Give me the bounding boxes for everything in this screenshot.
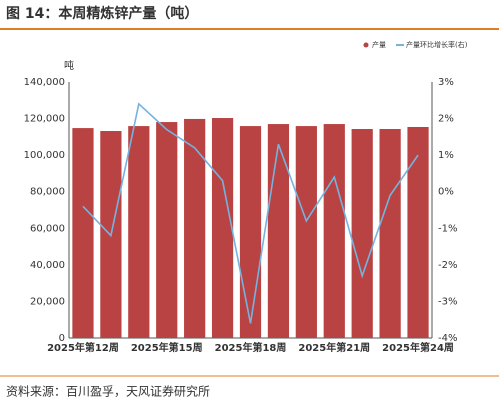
bar bbox=[379, 128, 401, 338]
line bbox=[82, 102, 419, 324]
y-tick-label: 20,000 bbox=[30, 296, 65, 307]
x-tick-label: 2025年第21周 bbox=[298, 341, 370, 354]
y2-tick-label: 2% bbox=[438, 114, 454, 125]
bar bbox=[267, 124, 290, 338]
x-tick-label: 2025年第18周 bbox=[215, 341, 287, 354]
bar bbox=[351, 128, 373, 338]
y-tick-label: 100,000 bbox=[24, 150, 65, 161]
bar bbox=[156, 122, 178, 338]
y-axis-label: 吨 bbox=[64, 59, 74, 72]
y-tick-label: 120,000 bbox=[24, 114, 65, 125]
y2-tick-label: 0% bbox=[438, 187, 454, 198]
y-tick-label: 60,000 bbox=[30, 223, 65, 234]
y2-tick-label: 1% bbox=[438, 150, 454, 161]
y-tick-label: 80,000 bbox=[30, 187, 65, 198]
bar bbox=[323, 124, 345, 338]
y2-tick-label: -2% bbox=[438, 260, 457, 271]
y2-tick-label: -4% bbox=[438, 333, 457, 344]
legend-label: 产量 bbox=[372, 40, 386, 49]
y-tick-label: 40,000 bbox=[30, 260, 65, 271]
y-tick-label: 140,000 bbox=[24, 77, 65, 88]
bar bbox=[128, 126, 150, 338]
bar bbox=[295, 126, 317, 338]
y-tick-label: 0 bbox=[59, 333, 65, 344]
chart-title: 图 14：本周精炼锌产量（吨） bbox=[6, 5, 198, 22]
legend-label: 产量环比增长率(右) bbox=[406, 40, 468, 49]
x-tick-label: 2025年第24周 bbox=[382, 341, 454, 354]
bar bbox=[184, 118, 206, 339]
bar bbox=[407, 126, 429, 339]
bar bbox=[239, 126, 262, 338]
x-tick-label: 2025年第12周 bbox=[47, 341, 119, 354]
x-tick-label: 2025年第15周 bbox=[131, 341, 203, 354]
source: 资料来源：百川盈孚，天风证券研究所 bbox=[6, 384, 210, 399]
y2-tick-label: 3% bbox=[438, 77, 454, 88]
bar bbox=[211, 118, 234, 338]
y2-tick-label: -3% bbox=[438, 296, 457, 307]
legend-swatch bbox=[363, 42, 369, 48]
y2-tick-label: -1% bbox=[438, 223, 457, 234]
bar bbox=[72, 128, 94, 338]
